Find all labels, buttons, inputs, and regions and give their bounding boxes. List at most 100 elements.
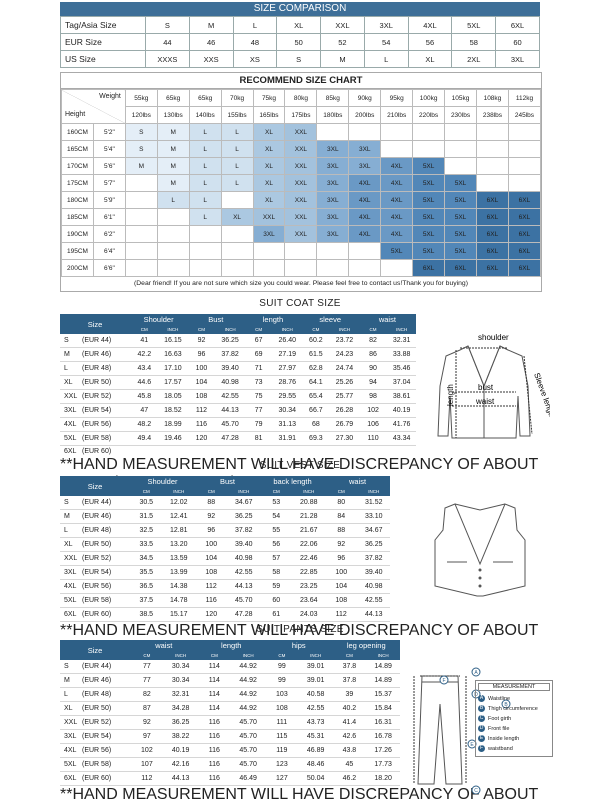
value: 96 [187,347,216,362]
value: 29.55 [272,389,302,404]
vest-diagram [434,503,526,597]
size-header: Size [60,640,130,660]
value: 12.81 [162,523,195,538]
size-cell [348,259,382,277]
size-row: 5XL (EUR 58) 49.4 19.46 120 47.28 81 31.91 69.3 2… [60,431,416,446]
weight-lbs: 245lbs [507,106,542,124]
cell: 3XL [495,50,540,68]
unit: CM [301,325,331,334]
value: 26.79 [330,417,359,432]
value: 45.70 [231,729,265,744]
height-label: Height [65,111,86,118]
value: 40.58 [298,687,333,702]
size-row: M (EUR 46) 31.5 12.41 92 36.25 54 21.28 84 33.10 [60,509,390,524]
legend-text: Foot girth [488,716,512,722]
size-cell: XL [252,191,286,209]
size-cell: XL [252,174,286,192]
value: 62.8 [301,361,331,376]
value: 45.70 [231,743,265,758]
value: 45.8 [130,389,159,404]
value: 17.10 [158,361,188,376]
marker-letter: F [442,678,445,684]
size: XXL [64,555,78,562]
value: 123 [265,757,299,772]
value: 50.04 [298,771,333,786]
value: 39.40 [357,565,390,580]
legend-item: C Foot girth [478,714,550,724]
cell: L [363,50,409,68]
value: 44.92 [231,687,265,702]
value: 18.99 [158,417,188,432]
value: 44.13 [215,403,245,418]
size-cell: M [156,140,190,158]
eur-size: (EUR 52) [82,719,112,726]
value: 80 [325,496,358,510]
height-ft: 5'2" [92,123,126,141]
size-cell: 5XL (EUR 58) [60,757,130,772]
size-cell [220,259,254,277]
value: 99 [265,660,299,674]
size-cell [475,140,509,158]
size-cell: XL (EUR 50) [60,701,130,716]
size-cell [412,140,446,158]
value: 36.25 [357,537,390,552]
weight-lbs: 220lbs [412,106,446,124]
height-row: 170CM 5'6" M M L L XL XXL 3XL 3XL 4XL 5XL [61,157,542,175]
value: 42.2 [130,347,159,362]
size-cell: XL (EUR 50) [60,537,130,552]
empty [130,446,416,457]
cell: 56 [407,33,453,51]
size-cell: L [188,140,222,158]
size-cell [156,242,190,260]
value: 116 [195,593,228,608]
size-row: 3XL (EUR 54) 35.5 13.99 108 42.55 58 22.85 100 39… [60,565,390,580]
size-cell: 3XL [316,157,350,175]
size: 3XL [64,569,77,576]
coat-table: Size Shoulder Bust length sleeve waist CM INCH C… [60,314,416,456]
size-cell [124,259,158,277]
value: 28.76 [272,375,302,390]
value: 12.41 [162,509,195,524]
value: 35.5 [130,565,163,580]
size-cell: 6XL [475,242,509,260]
value: 61 [260,607,293,622]
eur-size: (EUR 46) [82,677,112,684]
value: 37.04 [387,375,416,390]
size-cell: XXL [284,208,318,226]
size-row: L (EUR 48) 32.5 12.81 96 37.82 55 21.67 88 34.67 [60,523,390,538]
marker-circle [439,675,449,685]
size-cell [507,123,542,141]
size-cell: 4XL [380,191,414,209]
value: 30.5 [130,496,163,510]
value: 25.26 [330,375,359,390]
size-cell: XXL (EUR 52) [60,715,130,730]
weight-kg: 105kg [444,89,477,107]
value: 127 [265,771,299,786]
value: 31.91 [272,431,302,446]
diagram-marker: C [471,785,481,794]
value: 22.46 [292,551,325,566]
value: 44.92 [231,673,265,688]
section-title: SUIT PANTS SIZE [256,624,344,635]
note-row: (Dear friend! If you are not sure which … [62,277,541,292]
size-cell [188,225,222,243]
size-cell: L [220,157,254,175]
unit: INCH [158,325,188,334]
size-cell: 5XL [444,191,477,209]
size-cell: 3XL [348,140,382,158]
value: 37.82 [227,523,260,538]
value: 75 [244,389,273,404]
value: 92 [325,537,358,552]
height-row: 175CM 5'7" M L L XL XXL 3XL 4XL 4XL 5XL 5XL [61,174,542,192]
value: 61.5 [301,347,331,362]
value: 13.20 [162,537,195,552]
size-cell: XXL (EUR 52) [60,551,130,566]
size-cell: 4XL [380,174,414,192]
value: 23.25 [292,579,325,594]
size-header: Size [60,476,130,496]
note: (Dear friend! If you are not sure which … [134,280,468,287]
size-row: S (EUR 44) 30.5 12.02 88 34.67 53 20.88 80 31.52 [60,496,390,510]
weight-lbs: 230lbs [444,106,477,124]
value: 34.28 [163,701,198,716]
